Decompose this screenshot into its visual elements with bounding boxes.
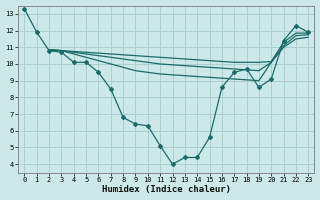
X-axis label: Humidex (Indice chaleur): Humidex (Indice chaleur) [102, 185, 231, 194]
